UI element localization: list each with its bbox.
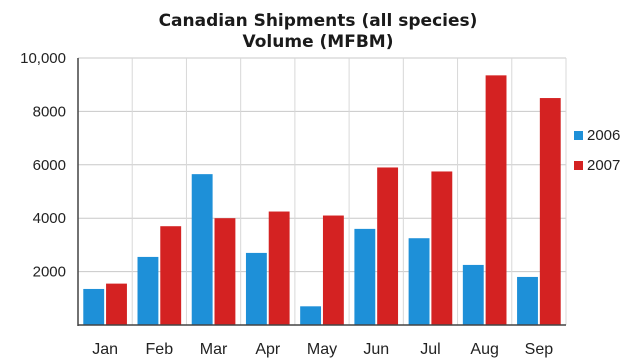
bars <box>83 75 561 325</box>
x-tick-label: Apr <box>255 341 281 358</box>
bar-2006-may <box>300 306 322 325</box>
y-axis: 2000 4000 6000 8000 10,000 <box>20 50 79 326</box>
bar-2007-sep <box>539 98 561 325</box>
x-tick-label: Mar <box>200 341 228 358</box>
bar-2007-jan <box>106 283 127 325</box>
chart-title: Canadian Shipments (all species) <box>159 11 478 31</box>
bar-2006-jan <box>83 288 105 325</box>
bar-2007-mar <box>214 218 236 325</box>
bar-2006-jul <box>408 238 430 325</box>
y-tick-label: 8000 <box>33 103 66 120</box>
y-tick-label: 6000 <box>33 157 66 174</box>
x-tick-label: Aug <box>470 341 498 358</box>
bar-2007-may <box>322 215 344 325</box>
x-tick-label: Jun <box>363 341 389 358</box>
x-tick-label: May <box>307 341 337 358</box>
bar-2006-jun <box>354 228 376 325</box>
bar-2006-apr <box>245 252 267 325</box>
legend: 2006 2007 <box>574 127 620 174</box>
legend-swatch-2007 <box>574 161 583 170</box>
chart-subtitle: Volume (MFBM) <box>243 32 394 52</box>
x-axis: Jan Feb Mar Apr May Jun Jul Aug Sep <box>78 324 566 358</box>
bar-2006-sep <box>517 276 538 325</box>
x-tick-label: Sep <box>525 341 554 358</box>
bar-2006-feb <box>137 256 159 325</box>
x-tick-label: Feb <box>146 341 174 358</box>
y-tick-label: 2000 <box>33 264 66 281</box>
bar-2006-mar <box>191 174 213 325</box>
x-tick-label: Jan <box>92 341 118 358</box>
bar-2007-aug <box>485 75 507 325</box>
bar-2007-jun <box>377 167 399 325</box>
legend-swatch-2006 <box>574 131 583 140</box>
legend-label-2006: 2006 <box>587 127 620 144</box>
bar-2007-feb <box>160 226 182 325</box>
y-tick-label: 10,000 <box>20 50 66 67</box>
y-tick-label: 4000 <box>33 210 66 227</box>
bar-2007-apr <box>268 211 290 325</box>
legend-label-2007: 2007 <box>587 157 620 174</box>
bar-2006-aug <box>462 264 484 325</box>
bar-2007-jul <box>431 171 453 325</box>
x-tick-label: Jul <box>420 341 440 358</box>
